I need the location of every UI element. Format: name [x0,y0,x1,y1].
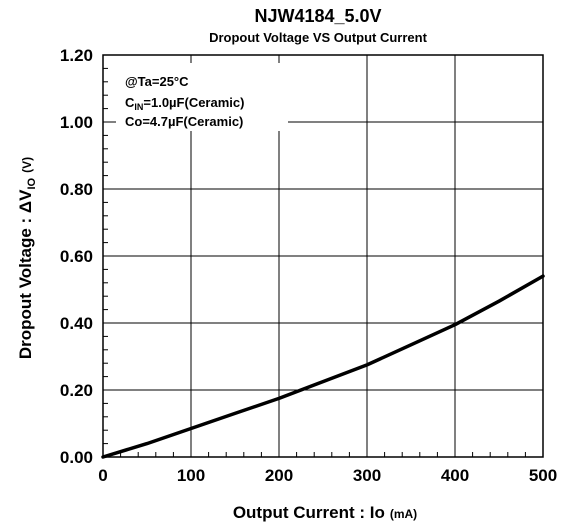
x-tick-label-4: 400 [441,466,469,485]
y-tick-label-2: 0.40 [60,314,93,333]
y-tick-label-1: 0.20 [60,381,93,400]
x-tick-label-3: 300 [353,466,381,485]
plot-frame [102,54,544,458]
minor-ticks [102,54,544,458]
annotation-output-capacitor: Co=4.7µF(Ceramic) [125,114,243,129]
y-tick-label-6: 1.20 [60,46,93,65]
x-tick-label-0: 0 [98,466,107,485]
x-axis-label: Output Current : Io (mA) [233,503,417,522]
x-tick-label-1: 100 [177,466,205,485]
annotation-temperature: @Ta=25°C [125,74,189,89]
y-tick-label-0: 0.00 [60,448,93,467]
y-tick-label-3: 0.60 [60,247,93,266]
x-tick-label-5: 500 [529,466,557,485]
chart-title: NJW4184_5.0V [254,6,381,26]
y-axis-label: Dropout Voltage : ΔVIO(V) [16,157,38,359]
legend-box [116,63,288,131]
y-tick-label-5: 1.00 [60,113,93,132]
series-group [101,274,545,459]
annotation-input-capacitor: CIN=1.0µF(Ceramic) [125,95,244,112]
x-tick-label-2: 200 [265,466,293,485]
y-tick-labels: 0.00 0.20 0.40 0.60 0.80 1.00 1.20 [60,46,93,467]
chart-subtitle: Dropout Voltage VS Output Current [209,30,428,45]
y-tick-label-4: 0.80 [60,180,93,199]
x-tick-labels: 0 100 200 300 400 500 [98,466,557,485]
series-line-0 [101,274,545,459]
